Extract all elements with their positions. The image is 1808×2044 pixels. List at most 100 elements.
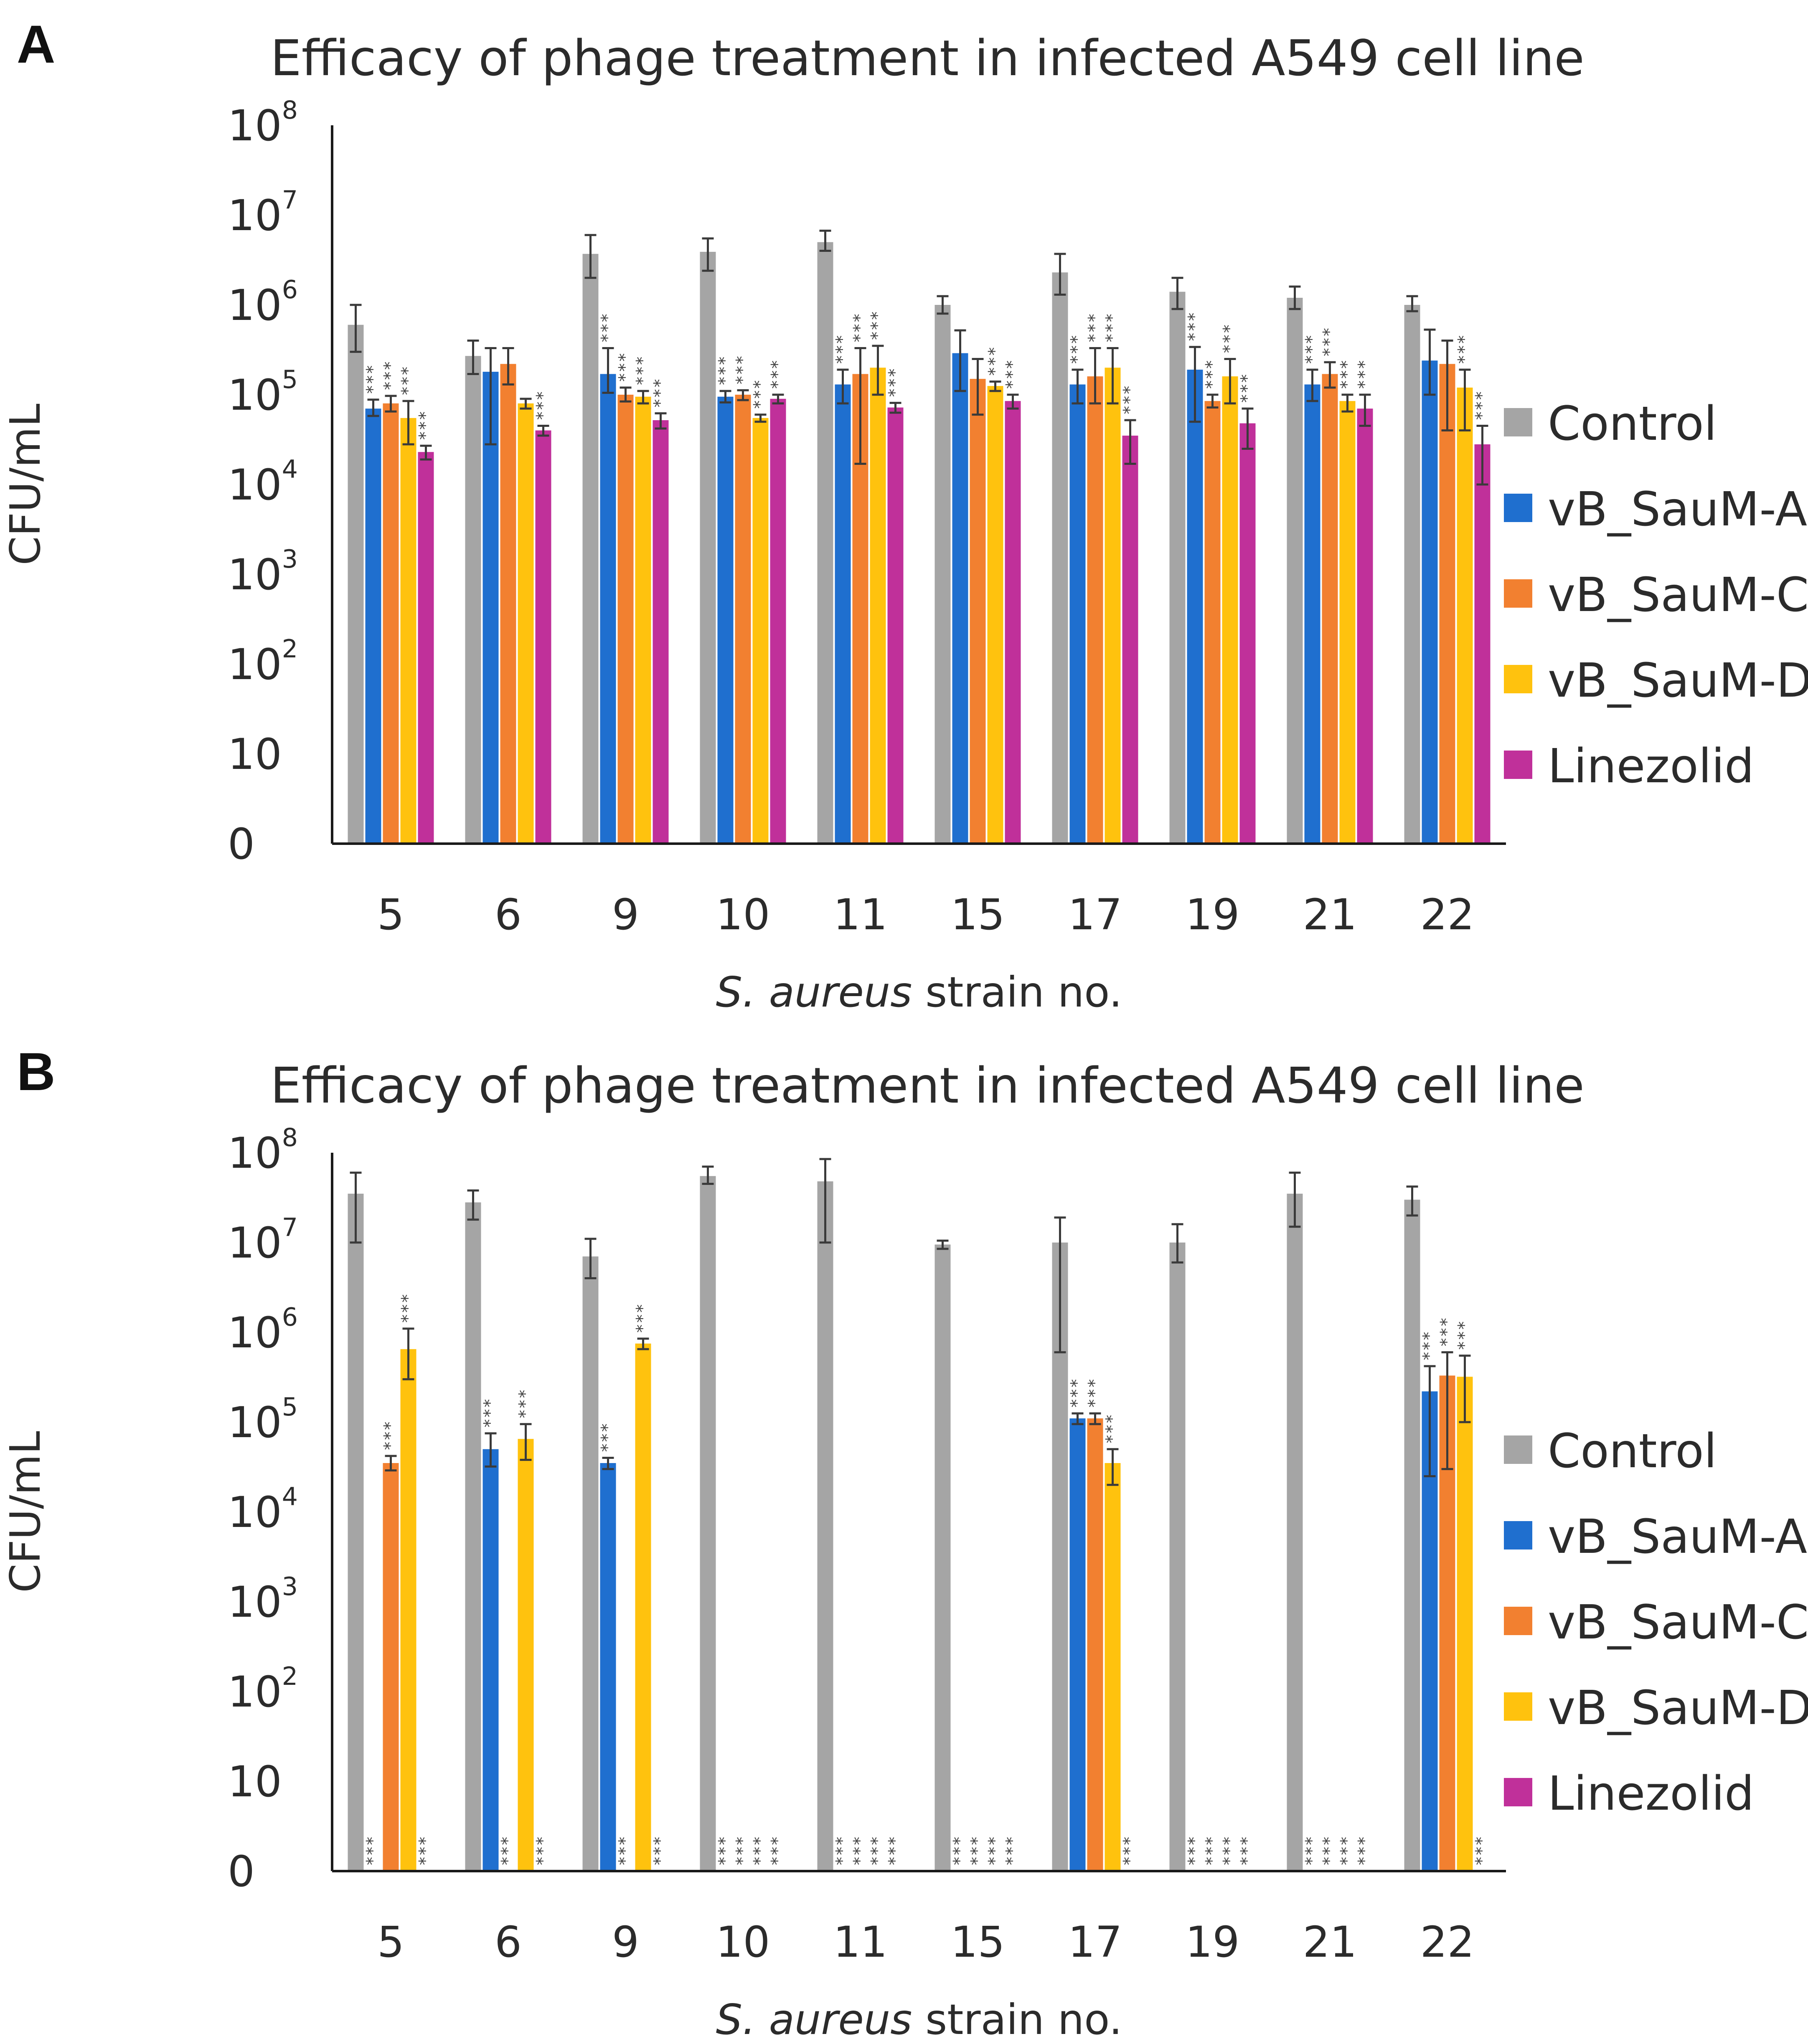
bar: [635, 1343, 651, 1871]
bar: [835, 384, 851, 844]
significance-mark: ***: [616, 353, 635, 383]
x-tick-label: 6: [495, 1917, 522, 1967]
legend-swatch: [1504, 751, 1532, 779]
significance-mark: ***: [516, 1389, 535, 1419]
bar: [1005, 401, 1021, 844]
significance-mark: ***: [1085, 1378, 1105, 1408]
y-tick-exponent: 7: [282, 185, 298, 215]
legend-swatch: [1504, 1435, 1532, 1464]
y-tick-exponent: 4: [282, 455, 298, 484]
y-axis-label: CFU/mL: [1, 403, 50, 566]
significance-mark: ***: [651, 1836, 670, 1866]
significance-mark: ***: [868, 311, 887, 341]
significance-mark: ***: [768, 1836, 787, 1866]
y-tick-base: 10: [228, 1667, 282, 1717]
legend-swatch: [1504, 408, 1532, 436]
bar: [418, 452, 434, 844]
y-tick-base: 10: [228, 191, 282, 241]
significance-mark: ***: [481, 1398, 500, 1428]
x-axis-label-italic: S. aureus: [716, 968, 912, 1017]
bar: [518, 1439, 534, 1871]
significance-mark: ***: [1238, 373, 1257, 403]
y-tick-base: 10: [228, 730, 282, 779]
legend-label: Linezolid: [1548, 739, 1754, 794]
significance-mark: ***: [1220, 324, 1239, 354]
bar: [1087, 376, 1103, 844]
panel-letter: B: [17, 1042, 55, 1102]
significance-mark: ***: [733, 1836, 752, 1866]
significance-mark: ***: [768, 360, 787, 390]
significance-mark: ***: [1338, 360, 1357, 390]
significance-mark: ***: [1103, 313, 1122, 343]
bar: [952, 353, 968, 844]
y-axis-label: CFU/mL: [1, 1431, 50, 1593]
y-tick-label: 104: [228, 455, 298, 510]
bar: [482, 1449, 499, 1871]
significance-mark: ***: [1103, 1414, 1122, 1444]
chart-title: Efficacy of phage treatment in infected …: [270, 29, 1585, 87]
y-tick-label: 105: [228, 1392, 298, 1448]
bar: [1457, 1377, 1473, 1871]
significance-mark: ***: [363, 1836, 383, 1866]
bar: [465, 1202, 481, 1871]
y-tick-exponent: 8: [282, 1123, 298, 1152]
bar: [934, 305, 951, 844]
y-tick-label: 103: [228, 545, 298, 600]
x-tick-label: 11: [833, 1917, 888, 1967]
y-tick-base: 0: [228, 819, 255, 869]
significance-mark: ***: [1303, 335, 1322, 365]
significance-mark: ***: [1355, 1836, 1374, 1866]
bar: [1357, 408, 1373, 844]
significance-mark: ***: [1003, 360, 1022, 390]
bar: [1287, 297, 1303, 844]
bar: [1122, 436, 1138, 844]
x-tick-label: 10: [716, 890, 770, 940]
significance-mark: ***: [968, 1836, 987, 1866]
significance-mark: ***: [1068, 335, 1087, 365]
significance-mark: ***: [833, 335, 852, 365]
x-tick-label: 17: [1068, 1917, 1122, 1967]
significance-mark: ***: [985, 1836, 1005, 1866]
significance-mark: ***: [950, 1836, 970, 1866]
legend-label: vB_SauM-C: [1548, 568, 1808, 622]
y-tick-base: 10: [228, 281, 282, 330]
y-tick-label: 102: [228, 1662, 298, 1717]
bar: [1187, 370, 1203, 844]
significance-mark: ***: [1203, 1836, 1222, 1866]
y-tick-exponent: 3: [282, 1572, 298, 1601]
y-tick-label: 107: [228, 185, 298, 241]
significance-mark: ***: [1455, 1321, 1474, 1351]
legend-label: vB_SauM-D: [1548, 654, 1808, 708]
legend-label: vB_SauM-A: [1548, 482, 1807, 537]
y-tick-base: 10: [228, 1398, 282, 1448]
bar: [934, 1244, 951, 1871]
x-tick-label: 22: [1420, 1917, 1475, 1967]
bar: [1304, 384, 1320, 844]
bar: [1069, 384, 1086, 844]
y-tick-base: 10: [228, 1488, 282, 1537]
significance-mark: ***: [1455, 335, 1474, 365]
bar: [1339, 401, 1356, 844]
y-tick-exponent: 2: [282, 1662, 298, 1691]
legend-label: vB_SauM-C: [1548, 1595, 1808, 1650]
bar: [1422, 360, 1438, 844]
significance-mark: ***: [363, 365, 383, 395]
bar: [717, 396, 734, 844]
significance-mark: ***: [498, 1836, 518, 1866]
significance-mark: ***: [733, 355, 752, 385]
legend-swatch: [1504, 494, 1532, 522]
significance-mark: ***: [1303, 1836, 1322, 1866]
x-tick-label: 21: [1303, 890, 1357, 940]
bar: [617, 395, 634, 844]
significance-mark: ***: [716, 356, 735, 386]
panel-letter: A: [17, 15, 55, 74]
legend-swatch: [1504, 665, 1532, 693]
x-axis-label: S. aureus strain no.: [716, 968, 1122, 1017]
significance-mark: ***: [416, 1836, 435, 1866]
x-tick-label: 5: [377, 890, 404, 940]
legend-swatch: [1504, 1692, 1532, 1721]
x-tick-label: 15: [951, 890, 1005, 940]
y-tick-base: 10: [228, 1218, 282, 1268]
bar: [383, 1463, 399, 1871]
legend-swatch: [1504, 1607, 1532, 1635]
